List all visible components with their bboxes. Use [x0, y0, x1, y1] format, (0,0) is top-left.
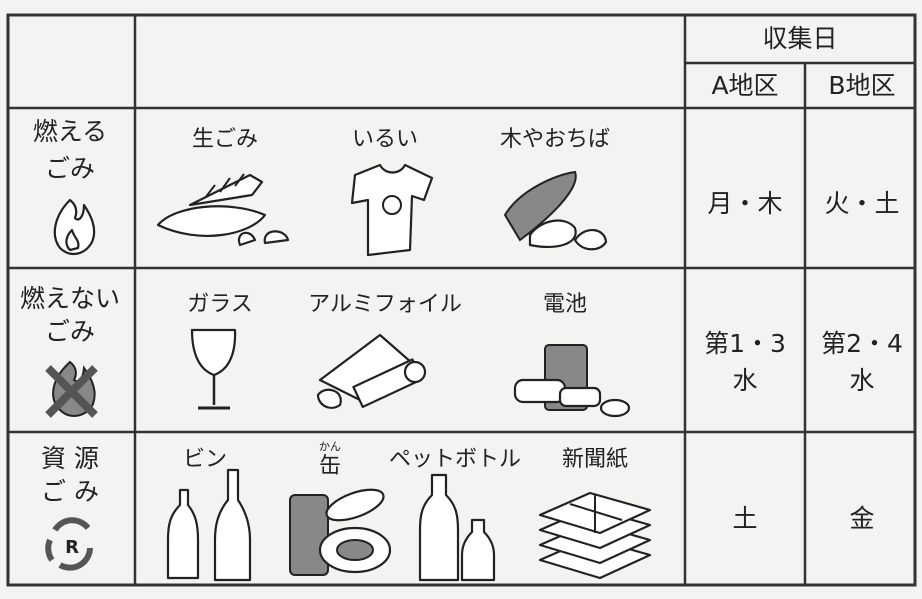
schedule-day: 水	[732, 366, 757, 395]
category-label: 燃えない	[20, 284, 120, 313]
item-label: 生ごみ	[192, 127, 258, 152]
item-label: 木やおちば	[500, 127, 610, 152]
category-label: 燃える	[33, 117, 107, 146]
item-label: ペットボトル	[389, 447, 521, 472]
bottles-icon	[166, 468, 252, 582]
pet-bottles-icon	[418, 473, 496, 582]
food-waste-icon	[156, 173, 290, 247]
table-grid	[6, 13, 917, 587]
item-ruby: かん	[319, 440, 341, 453]
category-label: ごみ	[45, 317, 95, 346]
schedule-day: 第1・3	[704, 329, 786, 358]
category-label: 資 源	[41, 444, 99, 473]
district-header: A地区	[711, 71, 778, 100]
item-label: ガラス	[187, 292, 253, 317]
category-label: ご み	[41, 477, 99, 506]
item-label: 缶	[319, 454, 341, 479]
cans-icon	[289, 488, 392, 576]
schedule-title: 収集日	[762, 24, 837, 53]
item-label: いるい	[352, 127, 418, 152]
item-label: アルミフォイル	[308, 292, 462, 317]
foil-icon	[316, 333, 427, 409]
schedule-day: 土	[732, 504, 757, 533]
item-label: ビン	[183, 447, 227, 472]
recycle-icon: R	[45, 517, 93, 571]
svg-text:R: R	[65, 537, 79, 558]
newspapers-icon	[538, 491, 652, 580]
category-label: ごみ	[45, 154, 95, 183]
schedule-day: 水	[849, 366, 874, 395]
schedule-day: 月・木	[707, 189, 782, 218]
glass-icon	[190, 328, 237, 410]
item-label: 新聞紙	[562, 447, 628, 472]
item-label: 電池	[543, 292, 587, 317]
schedule-day: 第2・4	[821, 329, 903, 358]
fire-icon	[53, 198, 96, 256]
clothes-icon	[350, 163, 434, 257]
leaves-icon	[503, 170, 608, 251]
battery-icon	[513, 344, 631, 418]
no-fire-icon	[45, 360, 98, 418]
schedule-day: 火・土	[824, 189, 899, 218]
schedule-day: 金	[849, 504, 874, 533]
district-header: B地区	[828, 71, 895, 100]
